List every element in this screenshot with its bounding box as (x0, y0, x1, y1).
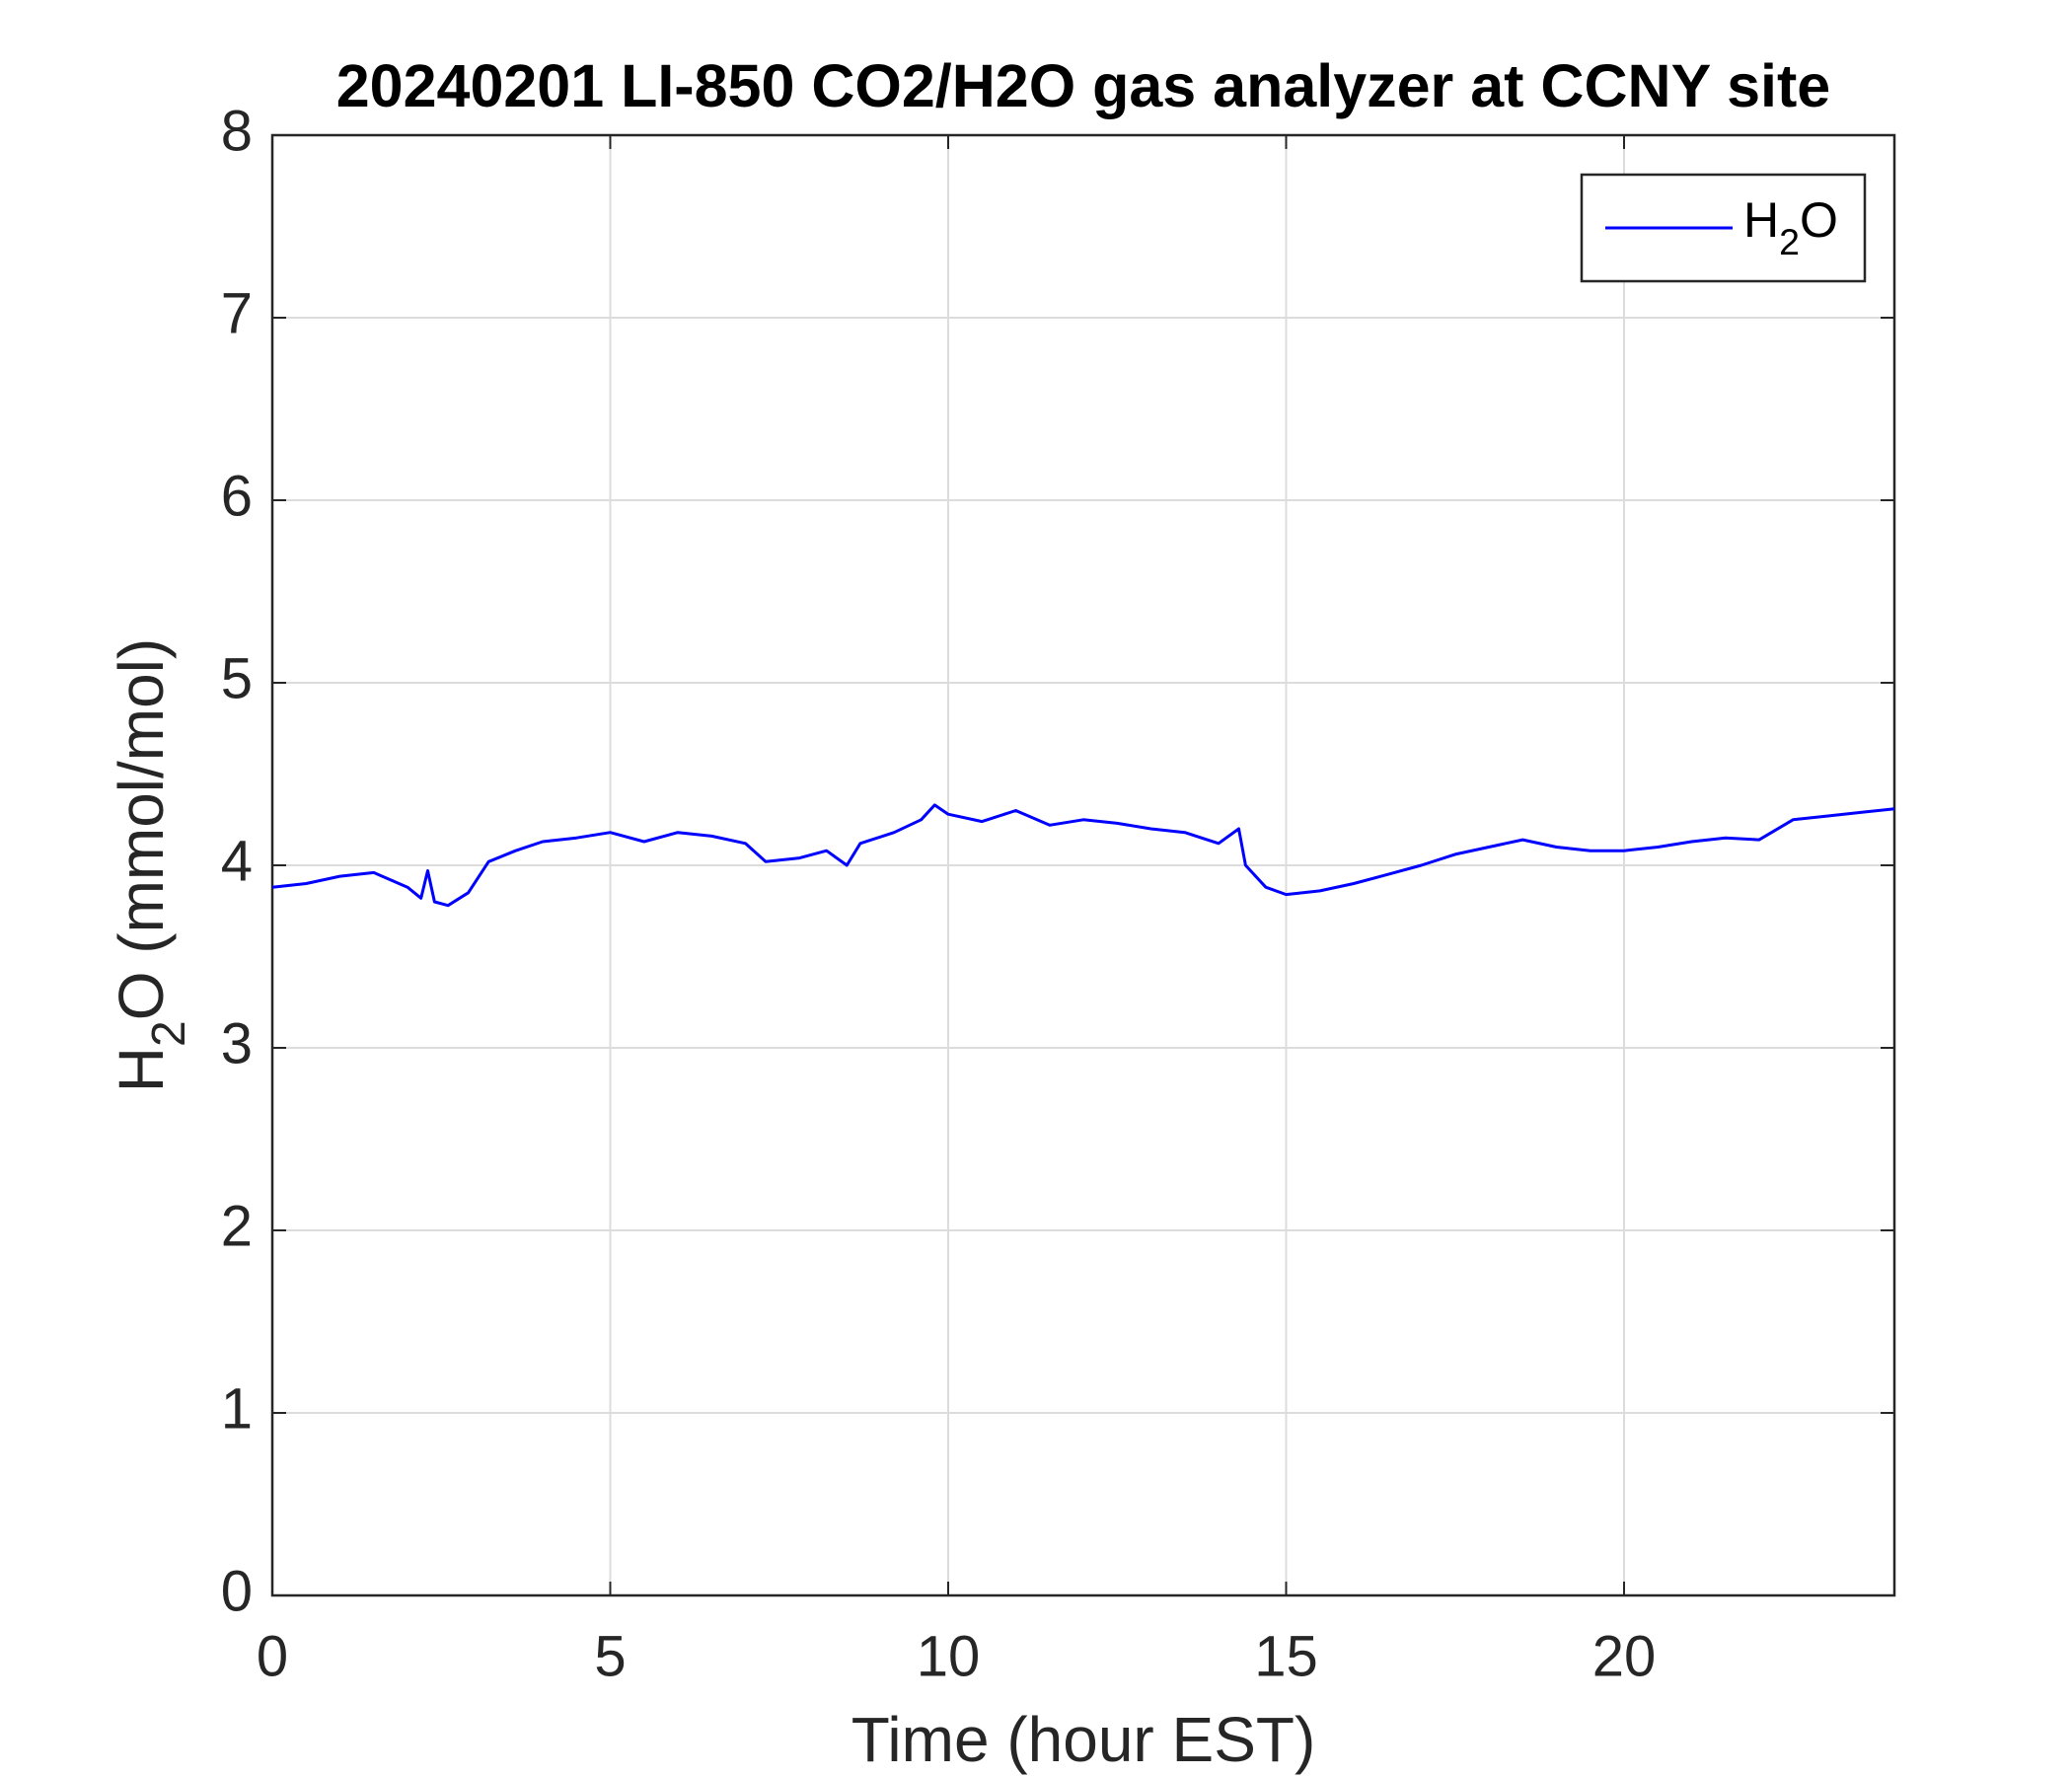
x-tick-label: 20 (1592, 1624, 1657, 1688)
y-tick-label: 4 (221, 829, 253, 893)
y-axis-label: H2O (mmol/mol) (106, 638, 195, 1092)
y-tick-label: 2 (221, 1194, 253, 1258)
y-tick-label: 8 (221, 99, 253, 163)
y-tick-label: 1 (221, 1376, 253, 1441)
y-tick-label: 3 (221, 1011, 253, 1075)
y-tick-label: 0 (221, 1559, 253, 1623)
x-tick-label: 5 (594, 1624, 626, 1688)
legend-label: H2O (1743, 192, 1838, 262)
y-tick-label: 7 (221, 281, 253, 345)
data-line (271, 803, 1895, 908)
axes-box (270, 133, 1896, 1597)
chart-title: 20240201 LI-850 CO2/H2O gas analyzer at … (336, 52, 1831, 119)
x-tick-label: 15 (1254, 1624, 1318, 1688)
y-tick-label: 6 (221, 464, 253, 528)
y-tick-label: 5 (221, 646, 253, 710)
x-axis-label: Time (hour EST) (851, 1704, 1316, 1775)
x-tick-label: 10 (917, 1624, 981, 1688)
x-tick-label: 0 (257, 1624, 288, 1688)
